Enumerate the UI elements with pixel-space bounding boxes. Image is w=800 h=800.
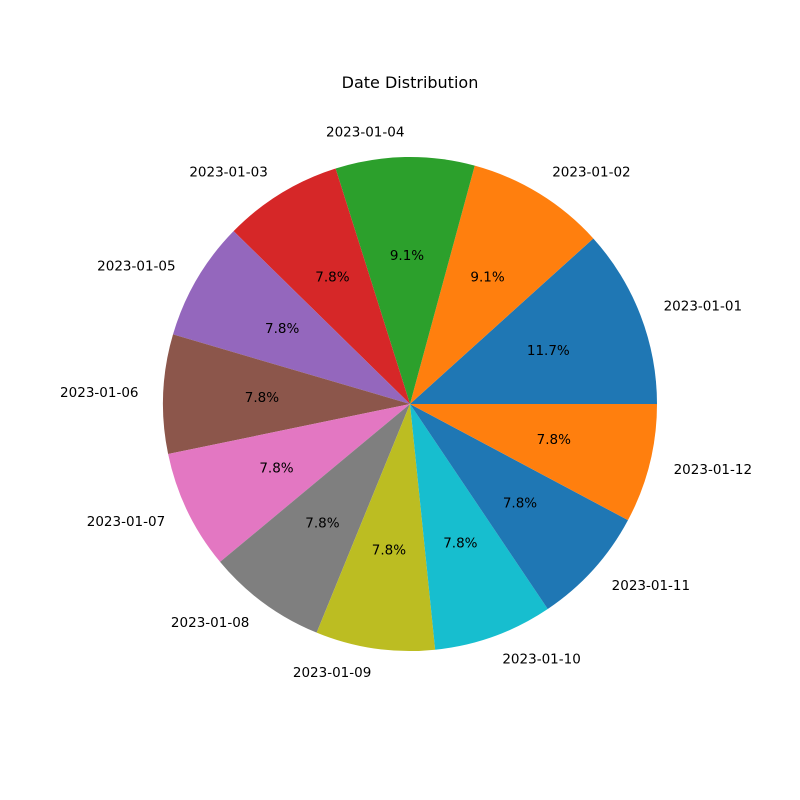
slice-label: 2023-01-10 bbox=[502, 652, 580, 668]
slice-percent-label: 7.8% bbox=[503, 495, 537, 511]
slice-label: 2023-01-07 bbox=[87, 514, 165, 530]
pie-slice-2023-01-06 bbox=[163, 334, 410, 455]
slice-label: 2023-01-04 bbox=[326, 124, 404, 140]
pie-slice-2023-01-04 bbox=[335, 156, 475, 404]
slice-percent-label: 9.1% bbox=[470, 270, 504, 286]
pie-slice-2023-01-05 bbox=[173, 231, 410, 404]
slice-label: 2023-01-11 bbox=[612, 578, 690, 594]
slice-percent-label: 7.8% bbox=[372, 543, 406, 559]
slice-label: 2023-01-12 bbox=[674, 462, 752, 478]
slice-percent-label: 7.8% bbox=[315, 270, 349, 286]
pie-slice-2023-01-10 bbox=[410, 404, 548, 650]
slice-percent-label: 7.8% bbox=[537, 432, 571, 448]
pie-slice-2023-01-11 bbox=[410, 404, 628, 610]
slice-percent-label: 7.8% bbox=[259, 460, 293, 476]
slice-label: 2023-01-05 bbox=[97, 259, 175, 275]
pie-slice-2023-01-07 bbox=[168, 404, 410, 562]
slice-percent-label: 7.8% bbox=[265, 321, 299, 337]
slice-percent-label: 7.8% bbox=[443, 535, 477, 551]
slice-label: 2023-01-08 bbox=[171, 615, 249, 631]
slice-label: 2023-01-03 bbox=[189, 164, 267, 180]
slice-percent-label: 11.7% bbox=[527, 343, 570, 359]
pie-slice-2023-01-01 bbox=[410, 238, 657, 404]
labels-group: 2023-01-01 11.7% 2023-01-02 9.1% 2023-01-04 9… bbox=[60, 124, 752, 681]
slice-label: 2023-01-09 bbox=[293, 665, 371, 681]
pie-slice-2023-01-08 bbox=[220, 404, 410, 633]
slice-percent-label: 7.8% bbox=[245, 390, 279, 406]
pie-slice-2023-01-03 bbox=[233, 168, 410, 404]
pie-slice-2023-01-12 bbox=[410, 404, 657, 521]
slice-percent-label: 9.1% bbox=[390, 248, 424, 264]
slice-label: 2023-01-02 bbox=[552, 164, 630, 180]
slices-group bbox=[163, 156, 657, 652]
pie-slice-2023-01-09 bbox=[316, 404, 436, 652]
pie-slice-2023-01-02 bbox=[410, 165, 594, 404]
chart-title: Date Distribution bbox=[342, 73, 479, 92]
slice-label: 2023-01-01 bbox=[664, 298, 742, 314]
slice-label: 2023-01-06 bbox=[60, 385, 138, 401]
slice-percent-label: 7.8% bbox=[305, 516, 339, 532]
